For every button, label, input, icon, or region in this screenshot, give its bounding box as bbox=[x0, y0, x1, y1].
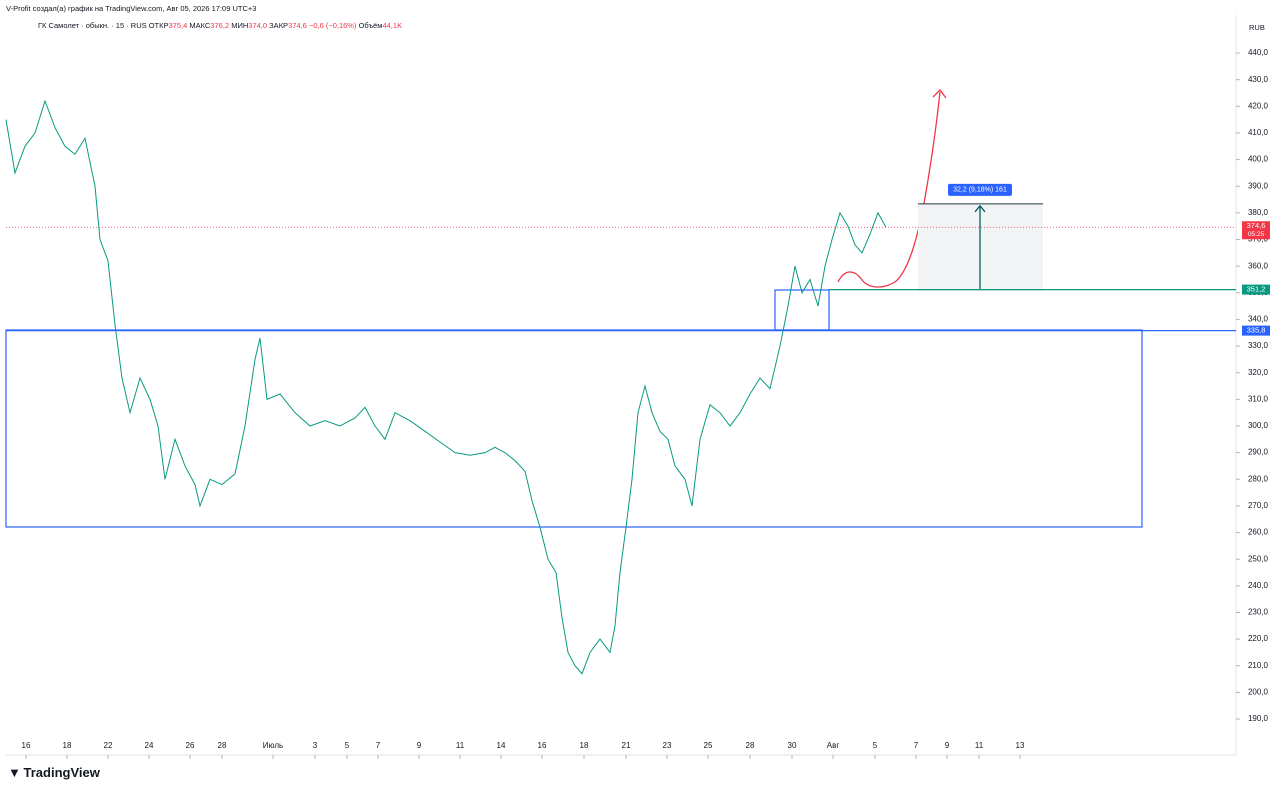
y-tick-label: 390,0 bbox=[1248, 181, 1269, 190]
y-tick-label: 280,0 bbox=[1248, 474, 1269, 483]
x-tick-label: 3 bbox=[313, 741, 318, 750]
y-tick-label: 300,0 bbox=[1248, 421, 1269, 430]
y-tick-label: 410,0 bbox=[1248, 128, 1269, 137]
y-tick-label: 290,0 bbox=[1248, 448, 1269, 457]
x-tick-label: 28 bbox=[218, 741, 227, 750]
label: МИН bbox=[231, 21, 249, 30]
label: ЗАКР bbox=[269, 21, 289, 30]
level-label: 335,8 bbox=[1247, 326, 1266, 335]
y-tick-label: 310,0 bbox=[1248, 394, 1269, 403]
value: 374,6 bbox=[288, 21, 307, 30]
y-tick-label: 320,0 bbox=[1248, 368, 1269, 377]
x-tick-label: Июль bbox=[263, 741, 283, 750]
y-tick-label: 240,0 bbox=[1248, 581, 1269, 590]
y-tick-label: 210,0 bbox=[1248, 661, 1269, 670]
y-tick-label: 200,0 bbox=[1248, 688, 1269, 697]
value: 376,2 bbox=[210, 21, 230, 30]
x-tick-label: 11 bbox=[456, 741, 465, 750]
countdown: 05:25 bbox=[1248, 231, 1265, 238]
x-tick-label: 9 bbox=[945, 741, 950, 750]
x-tick-label: 18 bbox=[63, 741, 72, 750]
y-tick-label: 430,0 bbox=[1248, 75, 1269, 84]
current-price-label: 374,6 bbox=[1247, 221, 1266, 230]
x-tick-label: 30 bbox=[788, 741, 797, 750]
measure-label-bg bbox=[948, 183, 1012, 196]
x-tick-label: 28 bbox=[746, 741, 755, 750]
symbol-legend: ГК Самолет · обыкн. · 15 · RUS ОТКР375,4… bbox=[38, 21, 402, 30]
label: ОТКР bbox=[148, 21, 169, 30]
y-tick-label: 420,0 bbox=[1248, 101, 1269, 110]
y-tick-label: 380,0 bbox=[1248, 208, 1269, 217]
y-tick-label: 270,0 bbox=[1248, 501, 1269, 510]
logo-icon: ▼ bbox=[8, 765, 21, 780]
current-price-bg bbox=[1242, 221, 1270, 240]
arrow-head bbox=[932, 89, 947, 99]
value: 375,4 bbox=[168, 21, 188, 30]
x-tick-label: 16 bbox=[538, 741, 547, 750]
zone-box bbox=[5, 329, 1143, 528]
x-tick-label: 18 bbox=[580, 741, 589, 750]
x-tick-label: 22 bbox=[104, 741, 113, 750]
value: 44,1K bbox=[382, 21, 403, 30]
x-tick-label: 16 bbox=[22, 741, 31, 750]
y-tick-label: 400,0 bbox=[1248, 155, 1269, 164]
label: Объём bbox=[358, 21, 383, 30]
x-tick-label: 21 bbox=[622, 741, 631, 750]
logo: ▼ TradingView bbox=[8, 765, 100, 780]
currency: RUB bbox=[1249, 23, 1265, 32]
forecast-arrow bbox=[837, 91, 941, 288]
y-tick-label: 360,0 bbox=[1248, 261, 1269, 270]
measure-arrow-head bbox=[974, 204, 986, 213]
level-label-bg bbox=[1242, 284, 1270, 295]
y-tick-label: 340,0 bbox=[1248, 315, 1269, 324]
level-label: 351,2 bbox=[1247, 285, 1266, 294]
x-tick-label: 26 bbox=[186, 741, 195, 750]
label: МАКС bbox=[189, 21, 211, 30]
x-tick-label: 25 bbox=[704, 741, 713, 750]
y-tick-label: 330,0 bbox=[1248, 341, 1269, 350]
x-tick-label: 13 bbox=[1016, 741, 1025, 750]
measure-label: 32,2 (9,18%) 161 bbox=[953, 187, 1007, 194]
x-tick-label: 9 bbox=[417, 741, 422, 750]
y-tick-label: 220,0 bbox=[1248, 634, 1269, 643]
y-tick-label: 260,0 bbox=[1248, 528, 1269, 537]
y-tick-label: 250,0 bbox=[1248, 554, 1269, 563]
attribution: V-Profit создал(а) график на TradingView… bbox=[6, 4, 257, 13]
x-tick-label: 7 bbox=[376, 741, 381, 750]
breakout-box bbox=[774, 289, 830, 331]
x-tick-label: 11 bbox=[975, 741, 984, 750]
level-label-bg bbox=[1242, 325, 1270, 336]
x-tick-label: 7 bbox=[914, 741, 919, 750]
price-line bbox=[5, 99, 887, 675]
change: −0,6 (−0,16%) bbox=[308, 21, 357, 30]
logo-text: TradingView bbox=[23, 765, 100, 780]
symbol: ГК Самолет · обыкн. · 15 · RUS bbox=[38, 21, 147, 30]
x-tick-label: Авг bbox=[827, 741, 840, 750]
x-tick-label: 24 bbox=[145, 741, 154, 750]
x-tick-label: 14 bbox=[497, 741, 506, 750]
y-tick-label: 440,0 bbox=[1248, 48, 1269, 57]
x-tick-label: 5 bbox=[345, 741, 350, 750]
y-tick-label: 190,0 bbox=[1248, 714, 1269, 723]
value: 374,0 bbox=[248, 21, 268, 30]
x-tick-label: 5 bbox=[873, 741, 878, 750]
y-tick-label: 230,0 bbox=[1248, 608, 1269, 617]
x-tick-label: 23 bbox=[663, 741, 672, 750]
